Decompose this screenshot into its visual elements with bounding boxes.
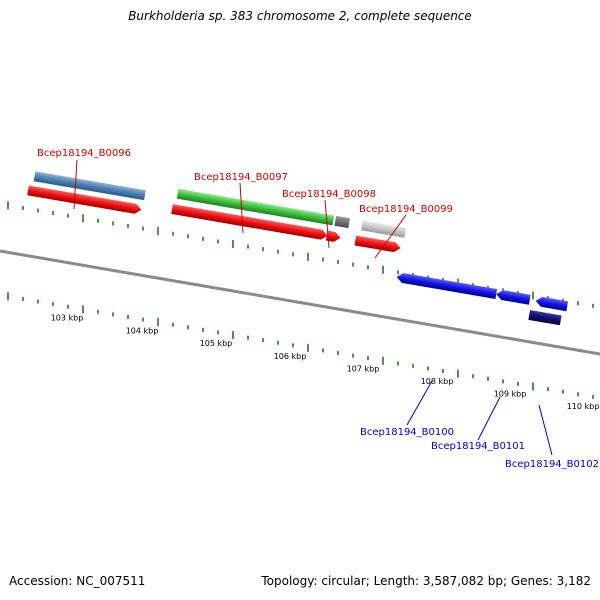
gene-name-b0098: Bcep18194_B0098 bbox=[282, 189, 376, 200]
cds-b0096[interactable] bbox=[27, 185, 142, 214]
tick-label: 109 kbp bbox=[494, 390, 527, 399]
cds-b0100[interactable] bbox=[396, 272, 498, 300]
gene-name-b0099: Bcep18194_B0099 bbox=[359, 204, 453, 215]
cds-b0102-navy[interactable] bbox=[528, 310, 562, 326]
gene-name-b0102: Bcep18194_B0102 bbox=[505, 459, 599, 470]
tick-label: 108 kbp bbox=[421, 377, 454, 386]
summary-text: Topology: circular; Length: 3,587,082 bp… bbox=[261, 574, 591, 588]
chromosome-backbone bbox=[0, 249, 600, 356]
gene-label-b0097[interactable]: Bcep18194_B0097 bbox=[194, 172, 288, 234]
tick-label: 104 kbp bbox=[126, 326, 159, 335]
gene-label-b0100[interactable]: Bcep18194_B0100 bbox=[360, 380, 454, 438]
tick-label: 103 kbp bbox=[51, 314, 84, 323]
gene-label-b0099[interactable]: Bcep18194_B0099 bbox=[359, 204, 453, 259]
tick-label: 107 kbp bbox=[347, 364, 380, 373]
cds-b0101[interactable] bbox=[495, 289, 531, 305]
blue-feature[interactable] bbox=[33, 171, 146, 201]
gene-name-b0097: Bcep18194_B0097 bbox=[194, 172, 288, 183]
gray-dark-feature[interactable] bbox=[334, 215, 350, 229]
cds-b0098[interactable] bbox=[325, 230, 341, 243]
tick-label: 105 kbp bbox=[200, 339, 233, 348]
gene-label-b0101[interactable]: Bcep18194_B0101 bbox=[431, 396, 525, 452]
gene-label-b0098[interactable]: Bcep18194_B0098 bbox=[282, 189, 376, 249]
gene-name-b0101: Bcep18194_B0101 bbox=[431, 441, 525, 452]
cds-b0097[interactable] bbox=[171, 204, 328, 241]
map-title: Burkholderia sp. 383 chromosome 2, compl… bbox=[128, 9, 472, 23]
tick-label: 106 kbp bbox=[274, 352, 307, 361]
upper-tick-row bbox=[7, 201, 594, 308]
gene-name-b0100: Bcep18194_B0100 bbox=[360, 427, 454, 438]
lower-tick-row bbox=[7, 292, 594, 399]
tick-label: 110 kbp bbox=[567, 402, 600, 411]
cds-b0099[interactable] bbox=[354, 235, 401, 254]
gene-label-b0102[interactable]: Bcep18194_B0102 bbox=[505, 404, 599, 470]
tick-labels: 103 kbp 104 kbp 105 kbp 106 kbp 107 kbp 108 k… bbox=[51, 314, 600, 412]
gene-name-b0096: Bcep18194_B0096 bbox=[37, 148, 131, 159]
green-feature[interactable] bbox=[176, 188, 335, 226]
gene-label-b0096[interactable]: Bcep18194_B0096 bbox=[37, 148, 131, 210]
gray-light-feature[interactable] bbox=[361, 220, 407, 238]
accession-text: Accession: NC_007511 bbox=[9, 574, 146, 588]
cds-b0102[interactable] bbox=[535, 296, 569, 312]
